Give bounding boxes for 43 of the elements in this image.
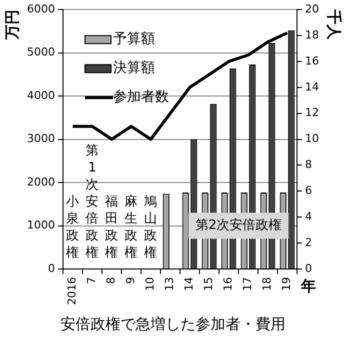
y2-tick-label: 12	[305, 106, 320, 120]
x-tick-label: 7	[85, 277, 98, 284]
x-axis-title: 年	[300, 276, 316, 295]
x-tick-label: 13	[163, 277, 176, 292]
x-tick-label: 17	[241, 277, 254, 292]
y-tick-label: 4000	[26, 88, 55, 102]
y2-tick-label: 8	[305, 158, 312, 172]
y-tick-label: 2000	[26, 175, 55, 188]
x-tick-label: 2016	[66, 277, 79, 306]
y2-tick-label: 2	[305, 236, 312, 249]
x-tick-label: 16	[222, 277, 235, 292]
annotation: 麻生政権	[124, 194, 138, 260]
x-tick-label: 19	[280, 277, 294, 292]
x-tick-label: 18	[260, 277, 274, 292]
y2-tick-label: 4	[305, 210, 312, 223]
annotation: 第1次安倍政権	[86, 143, 99, 260]
y2-tick-label: 6	[305, 184, 312, 198]
y2-tick-label: 14	[305, 80, 320, 94]
y-tick-label: 6000	[26, 2, 55, 16]
x-tick-label: 10	[144, 277, 157, 292]
x-tick-label: 15	[202, 277, 216, 292]
y-axis-title: 万円	[2, 10, 21, 41]
y-tick-label: 1000	[26, 218, 55, 232]
y2-tick-label: 0	[305, 262, 312, 275]
text: 安倍政権で急増した参加者・費用	[60, 314, 286, 333]
x-tick-label: 8	[104, 277, 118, 284]
x-tick-label: 14	[182, 277, 196, 292]
annotation: 小泉政権	[66, 194, 80, 260]
y2-axis-title: 千人	[325, 8, 344, 41]
y2-tick-label: 20	[305, 2, 320, 16]
y2-tick-label: 10	[305, 132, 320, 146]
legend-label: 予算額	[112, 31, 155, 48]
y2-tick-label: 18	[305, 28, 320, 42]
annotation: 福田政権	[105, 194, 118, 260]
annotation: 鳩山政権	[144, 194, 158, 260]
legend-label: 参加者数	[112, 89, 169, 106]
y-tick-label: 0	[48, 262, 55, 275]
annotation: 第2次安倍政権	[195, 217, 282, 234]
y2-tick-label: 16	[305, 54, 320, 68]
y-tick-label: 5000	[26, 46, 55, 59]
y-tick-label: 3000	[26, 132, 55, 146]
legend-label: 決算額	[112, 60, 155, 76]
x-tick-label: 9	[124, 277, 138, 284]
